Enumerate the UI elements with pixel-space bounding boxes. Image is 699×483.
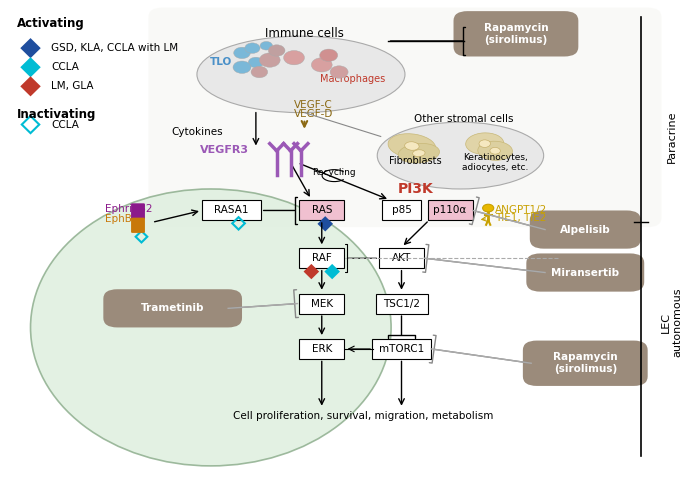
PathPatch shape [319, 218, 331, 230]
PathPatch shape [22, 58, 39, 76]
Text: LM, GLA: LM, GLA [51, 81, 94, 91]
Text: Alpelisib: Alpelisib [560, 225, 611, 235]
Text: Fibroblasts: Fibroblasts [389, 156, 442, 166]
Text: Trametinib: Trametinib [141, 303, 204, 313]
Text: TSC1/2: TSC1/2 [383, 298, 420, 309]
FancyBboxPatch shape [372, 339, 431, 359]
Ellipse shape [388, 134, 435, 158]
Circle shape [330, 66, 348, 78]
PathPatch shape [22, 40, 39, 57]
FancyBboxPatch shape [428, 200, 473, 221]
FancyBboxPatch shape [131, 203, 145, 220]
Circle shape [248, 57, 264, 68]
Circle shape [251, 66, 268, 78]
FancyBboxPatch shape [299, 200, 345, 221]
Ellipse shape [466, 133, 504, 155]
Text: RAS: RAS [312, 205, 332, 215]
Text: p110α: p110α [433, 205, 467, 215]
Ellipse shape [31, 189, 391, 466]
Text: MEK: MEK [310, 298, 333, 309]
Text: ANGPT1/2: ANGPT1/2 [495, 204, 547, 214]
FancyBboxPatch shape [454, 11, 578, 57]
Text: TIE1, TIE2: TIE1, TIE2 [495, 213, 547, 223]
Text: Miransertib: Miransertib [552, 268, 619, 278]
Text: AKT: AKT [392, 253, 411, 263]
PathPatch shape [22, 78, 39, 95]
Text: Inactivating: Inactivating [17, 108, 96, 121]
Text: EphB4: EphB4 [106, 213, 139, 224]
Text: PI3K: PI3K [398, 182, 433, 196]
Ellipse shape [479, 140, 491, 147]
Text: Macrophages: Macrophages [320, 74, 386, 84]
Text: Keratinocytes,
adiocytes, etc.: Keratinocytes, adiocytes, etc. [462, 153, 528, 172]
Text: TLO: TLO [210, 57, 232, 68]
Circle shape [260, 42, 273, 50]
Circle shape [233, 61, 251, 73]
FancyBboxPatch shape [131, 218, 145, 233]
FancyBboxPatch shape [375, 294, 428, 313]
Ellipse shape [405, 142, 419, 150]
Ellipse shape [398, 143, 440, 163]
Text: VEGF-D: VEGF-D [294, 109, 333, 119]
Text: LEC
autonomous: LEC autonomous [661, 288, 683, 357]
Circle shape [233, 47, 250, 58]
Text: Other stromal cells: Other stromal cells [415, 114, 514, 124]
Text: GSD, KLA, CCLA with LM: GSD, KLA, CCLA with LM [51, 43, 178, 53]
Text: Immune cells: Immune cells [265, 28, 344, 40]
Text: ERK: ERK [312, 344, 332, 354]
Circle shape [268, 45, 285, 56]
FancyBboxPatch shape [382, 200, 421, 221]
Text: CCLA: CCLA [51, 62, 79, 72]
FancyBboxPatch shape [526, 254, 644, 292]
Circle shape [284, 51, 305, 65]
Text: Rapamycin
(sirolimus): Rapamycin (sirolimus) [484, 23, 548, 44]
Text: Paracrine: Paracrine [667, 110, 677, 163]
Text: Recycling: Recycling [312, 168, 356, 177]
Ellipse shape [478, 141, 512, 160]
Text: VEGF-C: VEGF-C [294, 100, 333, 111]
Text: RASA1: RASA1 [215, 205, 249, 215]
Text: Cell proliferation, survival, migration, metabolism: Cell proliferation, survival, migration,… [233, 411, 493, 421]
Text: VEGFR3: VEGFR3 [200, 145, 249, 155]
FancyBboxPatch shape [103, 289, 242, 327]
Ellipse shape [490, 147, 500, 154]
Circle shape [245, 43, 260, 54]
Ellipse shape [377, 122, 544, 189]
Text: CCLA: CCLA [51, 119, 79, 129]
Text: p85: p85 [391, 205, 412, 215]
Circle shape [311, 57, 332, 72]
Text: Cytokines: Cytokines [171, 127, 223, 137]
Text: RAF: RAF [312, 253, 331, 263]
Text: mTORC1: mTORC1 [379, 344, 424, 354]
FancyBboxPatch shape [530, 211, 641, 249]
Ellipse shape [412, 150, 425, 156]
FancyBboxPatch shape [299, 248, 345, 268]
FancyBboxPatch shape [299, 294, 345, 313]
Ellipse shape [197, 36, 405, 113]
FancyBboxPatch shape [523, 341, 648, 386]
Circle shape [319, 49, 338, 61]
Text: Rapamycin
(sirolimus): Rapamycin (sirolimus) [553, 353, 618, 374]
Text: Activating: Activating [17, 17, 85, 30]
Text: EphrinB2: EphrinB2 [106, 204, 153, 214]
Circle shape [259, 53, 280, 67]
PathPatch shape [326, 265, 338, 278]
FancyBboxPatch shape [202, 200, 261, 221]
FancyBboxPatch shape [148, 8, 661, 227]
PathPatch shape [305, 265, 317, 278]
FancyBboxPatch shape [299, 339, 345, 359]
Circle shape [482, 204, 493, 212]
FancyBboxPatch shape [379, 248, 424, 268]
